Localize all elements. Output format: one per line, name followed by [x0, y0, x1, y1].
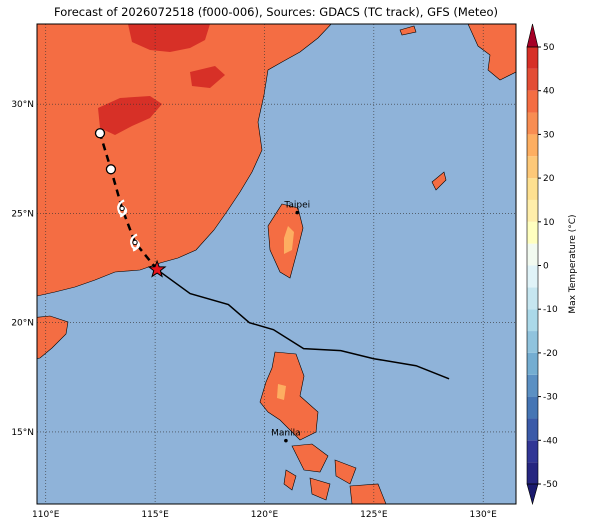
storm-center: [132, 239, 138, 246]
colorbar-under: [526, 483, 539, 506]
axes: 110°E 115°E 120°E 125°E 130°E 15°N 20°N 25°N 30°…: [11, 100, 497, 520]
colorbar-band: [527, 374, 538, 397]
x-tick-label: 115°E: [141, 510, 169, 520]
colorbar-label: Max Temperature (°C): [568, 214, 578, 313]
forecast-position: [105, 164, 117, 175]
colorbar-tick-label: -40: [543, 436, 558, 446]
past-track: [156, 268, 450, 380]
colorbar-tick-label: 0: [543, 262, 549, 272]
colorbar-tick-label: 40: [543, 87, 555, 97]
colorbar-band: [527, 221, 538, 244]
land-visayas: [283, 443, 387, 504]
colorbar-tick-label: 20: [543, 174, 555, 184]
current-position: [147, 259, 167, 278]
colorbar-band: [527, 243, 538, 266]
warm-area: [284, 226, 294, 254]
colorbar-band: [527, 331, 538, 353]
x-tick-label: 130°E: [470, 510, 498, 520]
storm-center: [119, 205, 125, 212]
colorbar-band: [527, 352, 538, 375]
colorbar-band: [527, 396, 538, 419]
colorbar-tick-label: -50: [543, 480, 558, 490]
land-japan: [467, 24, 516, 81]
colorbar: -50 -40 -30 -20 -10 0 10 20 30 40 50: [526, 23, 558, 506]
hot-area: [190, 66, 225, 88]
hot-area: [98, 96, 162, 135]
colorbar-tick-label: 50: [543, 43, 555, 53]
colorbar-band: [527, 47, 538, 69]
colorbar-band: [527, 68, 538, 91]
y-tick-label: 20°N: [11, 319, 34, 329]
land-luzon: [259, 351, 319, 441]
colorbar-band: [527, 178, 538, 200]
forecast-position: [94, 128, 106, 139]
storm-symbol: [130, 233, 141, 252]
map: Taipei Manila: [37, 24, 516, 504]
colorbar-band: [527, 309, 538, 332]
colorbar-over: [526, 23, 539, 48]
colorbar-band: [527, 265, 538, 288]
land-hainan: [37, 315, 69, 359]
colorbar-tick-label: -10: [543, 305, 558, 315]
city-label: Taipei: [283, 201, 310, 211]
colorbar-band: [527, 134, 538, 157]
x-tick-label: 125°E: [360, 510, 388, 520]
colorbar-band: [527, 462, 538, 484]
colorbar-tick-label: -30: [543, 393, 558, 403]
land-islands: [399, 25, 447, 191]
land-china: [37, 24, 332, 297]
hot-area: [128, 24, 210, 52]
x-tick-label: 110°E: [32, 510, 60, 520]
chart-title: Forecast of 2026072518 (f000-006), Sourc…: [54, 5, 498, 19]
colorbar-tick-label: 10: [543, 218, 555, 228]
y-tick-label: 30°N: [11, 100, 34, 110]
colorbar-band: [527, 418, 538, 441]
colorbar-band: [527, 287, 538, 310]
x-tick-label: 120°E: [251, 510, 279, 520]
city-dot: [284, 438, 288, 443]
map-frame: [36, 23, 517, 505]
storm-symbol: [117, 199, 128, 218]
colorbar-band: [527, 90, 538, 113]
colorbar-tick-label: 30: [543, 130, 555, 140]
forecast-track: [98, 132, 159, 271]
graticule: [37, 24, 516, 504]
colorbar-band: [527, 156, 538, 179]
y-tick-label: 25°N: [11, 209, 34, 219]
colorbar-tick-label: -20: [543, 349, 558, 359]
y-tick-label: 15°N: [11, 428, 34, 438]
colorbar-band: [527, 440, 538, 463]
warm-area: [277, 384, 286, 400]
colorbar-band: [527, 112, 538, 135]
city-dot: [295, 210, 300, 215]
city-label: Manila: [271, 429, 301, 439]
tracks: Taipei Manila: [94, 128, 450, 443]
colorbar-band: [527, 199, 538, 222]
